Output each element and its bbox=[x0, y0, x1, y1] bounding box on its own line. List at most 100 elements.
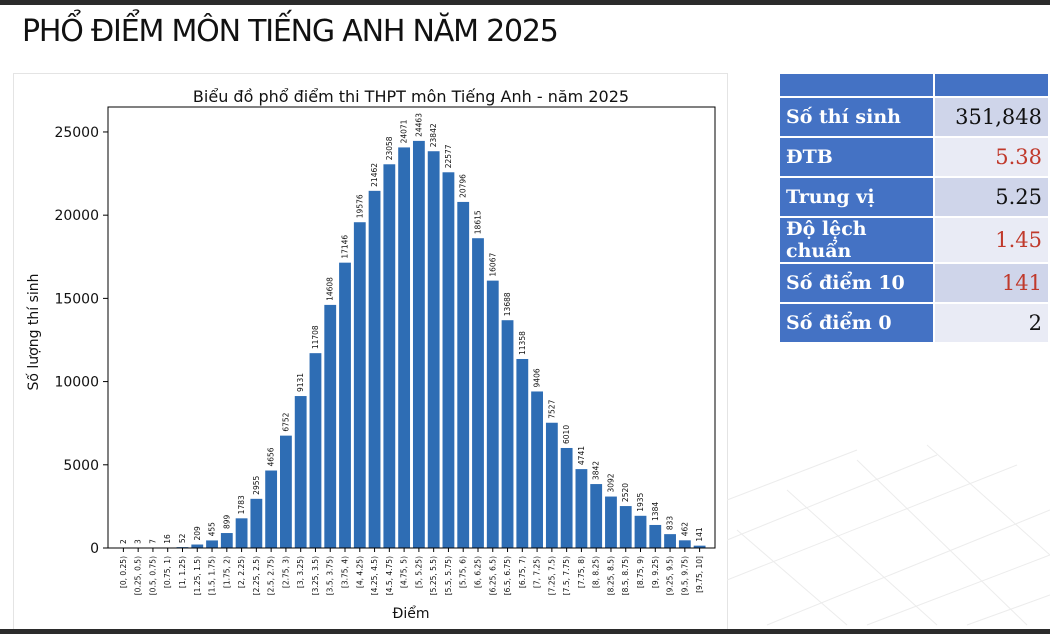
x-tick-label: [8.25, 8.5) bbox=[606, 556, 615, 595]
bar-value-label: 462 bbox=[680, 522, 689, 537]
bar bbox=[294, 396, 307, 548]
bar-value-label: 899 bbox=[222, 514, 231, 529]
x-tick-label: [9.75, 10] bbox=[695, 556, 704, 593]
stats-label: Số điểm 0 bbox=[780, 304, 935, 344]
x-tick-label: [7.5, 7.75) bbox=[562, 556, 571, 595]
bar-value-label: 141 bbox=[695, 527, 704, 542]
bar-value-label: 17146 bbox=[341, 235, 350, 259]
bar bbox=[486, 280, 499, 548]
y-tick-label: 25000 bbox=[54, 125, 99, 141]
statistics-table: Số thí sinh 351,848 ĐTB 5.38 Trung vị 5.… bbox=[780, 74, 1048, 344]
bar-value-label: 4741 bbox=[577, 446, 586, 465]
y-tick-label: 5000 bbox=[63, 458, 99, 474]
bar-value-label: 2955 bbox=[252, 476, 261, 495]
x-tick-label: [0.75, 1) bbox=[163, 556, 172, 588]
bar-value-label: 1384 bbox=[651, 502, 660, 521]
bar-value-label: 7527 bbox=[547, 399, 556, 418]
decorative-floor-grid bbox=[727, 444, 1050, 626]
x-tick-label: [7, 7.25) bbox=[533, 556, 542, 588]
x-tick-label: [7.75, 8) bbox=[577, 556, 586, 588]
bar-series: 2 3 7 16 52 209 455 899 1783 2955 4656 6752 9131 1170… bbox=[117, 113, 706, 549]
bar-value-label: 19576 bbox=[355, 194, 364, 218]
x-tick-label: [8.5, 8.75) bbox=[621, 556, 630, 595]
bar bbox=[265, 470, 278, 548]
bar bbox=[353, 222, 366, 548]
stats-label: Trung vị bbox=[780, 178, 935, 218]
stats-row-score-0: Số điểm 0 2 bbox=[780, 304, 1048, 344]
x-tick-label: [1.5, 1.75) bbox=[208, 556, 217, 595]
bar-value-label: 4656 bbox=[267, 447, 276, 466]
stats-value: 5.25 bbox=[935, 178, 1048, 218]
x-tick-label: [2.5, 2.75) bbox=[267, 556, 276, 595]
stats-label: Số thí sinh bbox=[780, 98, 935, 138]
stats-row-mean: ĐTB 5.38 bbox=[780, 138, 1048, 178]
bar-value-label: 23058 bbox=[385, 136, 394, 160]
x-tick-label: [5.5, 5.75) bbox=[444, 556, 453, 595]
bar bbox=[339, 262, 351, 548]
bar-value-label: 21462 bbox=[370, 163, 379, 187]
chart-panel: Biểu đồ phổ điểm thi THPT môn Tiếng Anh … bbox=[14, 74, 727, 630]
stats-header-cell bbox=[935, 74, 1048, 98]
stats-row-median: Trung vị 5.25 bbox=[780, 178, 1048, 218]
x-tick-label: [3, 3.25) bbox=[296, 556, 305, 588]
x-tick-label: [0.5, 0.75) bbox=[148, 556, 157, 595]
x-tick-label: [3.25, 3.5) bbox=[311, 556, 320, 595]
bar bbox=[634, 515, 647, 548]
stats-value: 5.38 bbox=[935, 138, 1048, 178]
page-title: PHỔ ĐIỂM MÔN TIẾNG ANH NĂM 2025 bbox=[22, 14, 559, 49]
bar-value-label: 2520 bbox=[621, 483, 630, 502]
x-tick-label: [0, 0.25) bbox=[119, 556, 128, 588]
bar bbox=[368, 190, 381, 548]
histogram-chart: Biểu đồ phổ điểm thi THPT môn Tiếng Anh … bbox=[25, 87, 716, 622]
bar-value-label: 455 bbox=[208, 522, 217, 537]
x-tick-label: [9.25, 9.5) bbox=[666, 556, 675, 595]
y-tick-label: 20000 bbox=[54, 208, 99, 224]
x-tick-label: [5.25, 5.5) bbox=[429, 556, 438, 595]
bar-value-label: 24463 bbox=[414, 113, 423, 137]
bottom-border bbox=[0, 629, 1050, 634]
x-tick-label: [6.25, 6.5) bbox=[488, 556, 497, 595]
y-axis-ticks: 0 5000 10000 15000 20000 25000 bbox=[54, 125, 108, 557]
bar-value-label: 2 bbox=[119, 539, 128, 544]
bar-value-label: 3 bbox=[134, 539, 143, 544]
bar bbox=[664, 534, 676, 548]
bar bbox=[501, 320, 514, 548]
plot-frame bbox=[107, 106, 716, 549]
stats-value: 351,848 bbox=[935, 98, 1048, 138]
x-tick-label: [1.25, 1.5) bbox=[193, 556, 202, 595]
bar bbox=[250, 498, 263, 548]
bar bbox=[649, 524, 662, 548]
bar bbox=[516, 358, 529, 548]
bar-value-label: 833 bbox=[666, 516, 675, 531]
x-tick-label: [6, 6.25) bbox=[473, 556, 482, 588]
bar bbox=[324, 304, 337, 548]
bar-value-label: 3092 bbox=[606, 473, 615, 492]
bar-value-label: 14608 bbox=[326, 277, 335, 301]
y-axis-label: Số lượng thí sinh bbox=[25, 273, 42, 390]
x-tick-label: [6.75, 7) bbox=[518, 556, 527, 588]
bar-value-label: 9406 bbox=[533, 368, 542, 387]
bar-value-label: 13688 bbox=[503, 292, 512, 316]
x-tick-label: [8.75, 9) bbox=[636, 556, 645, 588]
stats-row-std-dev: Độ lệch chuẩn 1.45 bbox=[780, 218, 1048, 264]
bar-value-label: 11708 bbox=[311, 325, 320, 349]
stats-label: Số điểm 10 bbox=[780, 264, 935, 304]
stats-value: 141 bbox=[935, 264, 1048, 304]
bar-value-label: 16067 bbox=[488, 253, 497, 277]
bar-value-label: 18615 bbox=[473, 210, 482, 234]
bar-value-label: 209 bbox=[193, 526, 202, 541]
stats-header-row bbox=[780, 74, 1048, 98]
x-tick-label: [4.5, 4.75) bbox=[385, 556, 394, 595]
bar bbox=[383, 164, 396, 548]
bar-value-label: 52 bbox=[178, 533, 187, 543]
x-tick-label: [9.5, 9.75) bbox=[680, 556, 689, 595]
bar bbox=[427, 151, 440, 548]
bar-value-label: 20796 bbox=[459, 174, 468, 198]
bar bbox=[442, 172, 455, 548]
x-tick-label: [2.75, 3) bbox=[281, 556, 290, 588]
x-axis-label: Điểm bbox=[393, 605, 430, 622]
bar bbox=[309, 353, 322, 548]
stats-value: 2 bbox=[935, 304, 1048, 344]
bar bbox=[678, 540, 691, 548]
x-tick-label: [3.75, 4) bbox=[341, 556, 350, 588]
